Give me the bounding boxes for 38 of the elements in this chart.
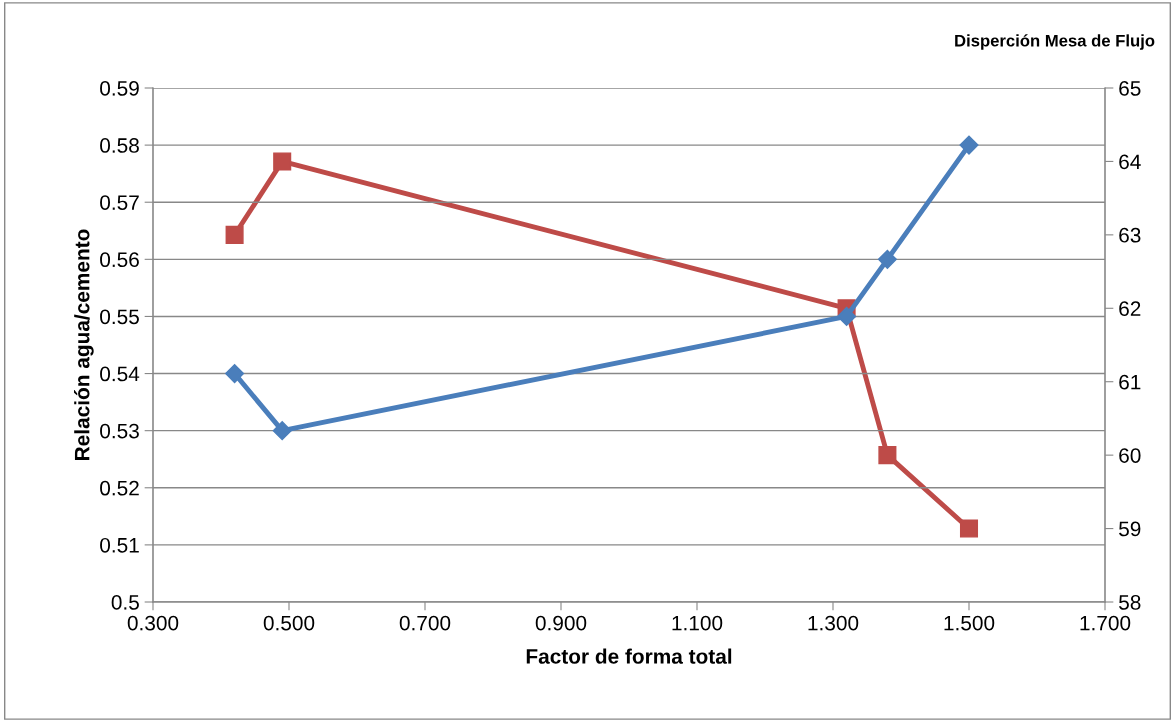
y-axis-title: Relación agua/cemento <box>74 229 94 460</box>
x-tick-label: 0.700 <box>399 615 451 631</box>
y2-tick-label: 60 <box>1119 448 1141 463</box>
point <box>959 135 979 155</box>
y-tick-label: 0.53 <box>100 423 139 439</box>
y2-tick-label: 58 <box>1119 595 1141 610</box>
y-tick-label: 0.52 <box>100 480 139 496</box>
y-tick-label: 0.58 <box>100 138 139 153</box>
y2-axis-title: Disperción Mesa de Flujo <box>955 34 1155 50</box>
point <box>877 249 897 269</box>
x-tick-label: 0.900 <box>535 615 587 631</box>
y-tick-label: 0.59 <box>100 81 139 96</box>
point <box>225 364 245 384</box>
y2-tick-label: 59 <box>1119 521 1141 537</box>
y-tick-label: 0.55 <box>100 309 139 325</box>
y2-tick-label: 65 <box>1119 81 1141 96</box>
x-tick-label: 1.700 <box>1080 615 1131 631</box>
x-tick-label: 0.500 <box>263 615 315 631</box>
point <box>959 519 979 538</box>
y-tick-label: 0.57 <box>100 195 139 210</box>
y-tick-label: 0.54 <box>100 366 140 382</box>
point <box>225 225 244 244</box>
x-tick-label: 1.100 <box>672 615 723 631</box>
point <box>272 421 292 441</box>
y2-tick-label: 62 <box>1119 301 1141 317</box>
x-tick-label: 1.500 <box>944 615 995 631</box>
y-tick-label: 0.51 <box>100 537 139 553</box>
y2-tick-label: 61 <box>1119 374 1141 390</box>
y2-tick-label: 64 <box>1119 154 1141 170</box>
y-tick-label: 0.56 <box>100 252 139 268</box>
point <box>878 446 897 465</box>
x-tick-label: 0.300 <box>127 615 179 631</box>
x-tick-label: 1.300 <box>808 615 859 631</box>
point <box>837 306 857 326</box>
x-axis-title: Factor de forma total <box>526 648 732 664</box>
point <box>273 152 292 171</box>
y-tick-label: 0.5 <box>111 595 139 610</box>
y2-tick-label: 63 <box>1119 227 1141 243</box>
